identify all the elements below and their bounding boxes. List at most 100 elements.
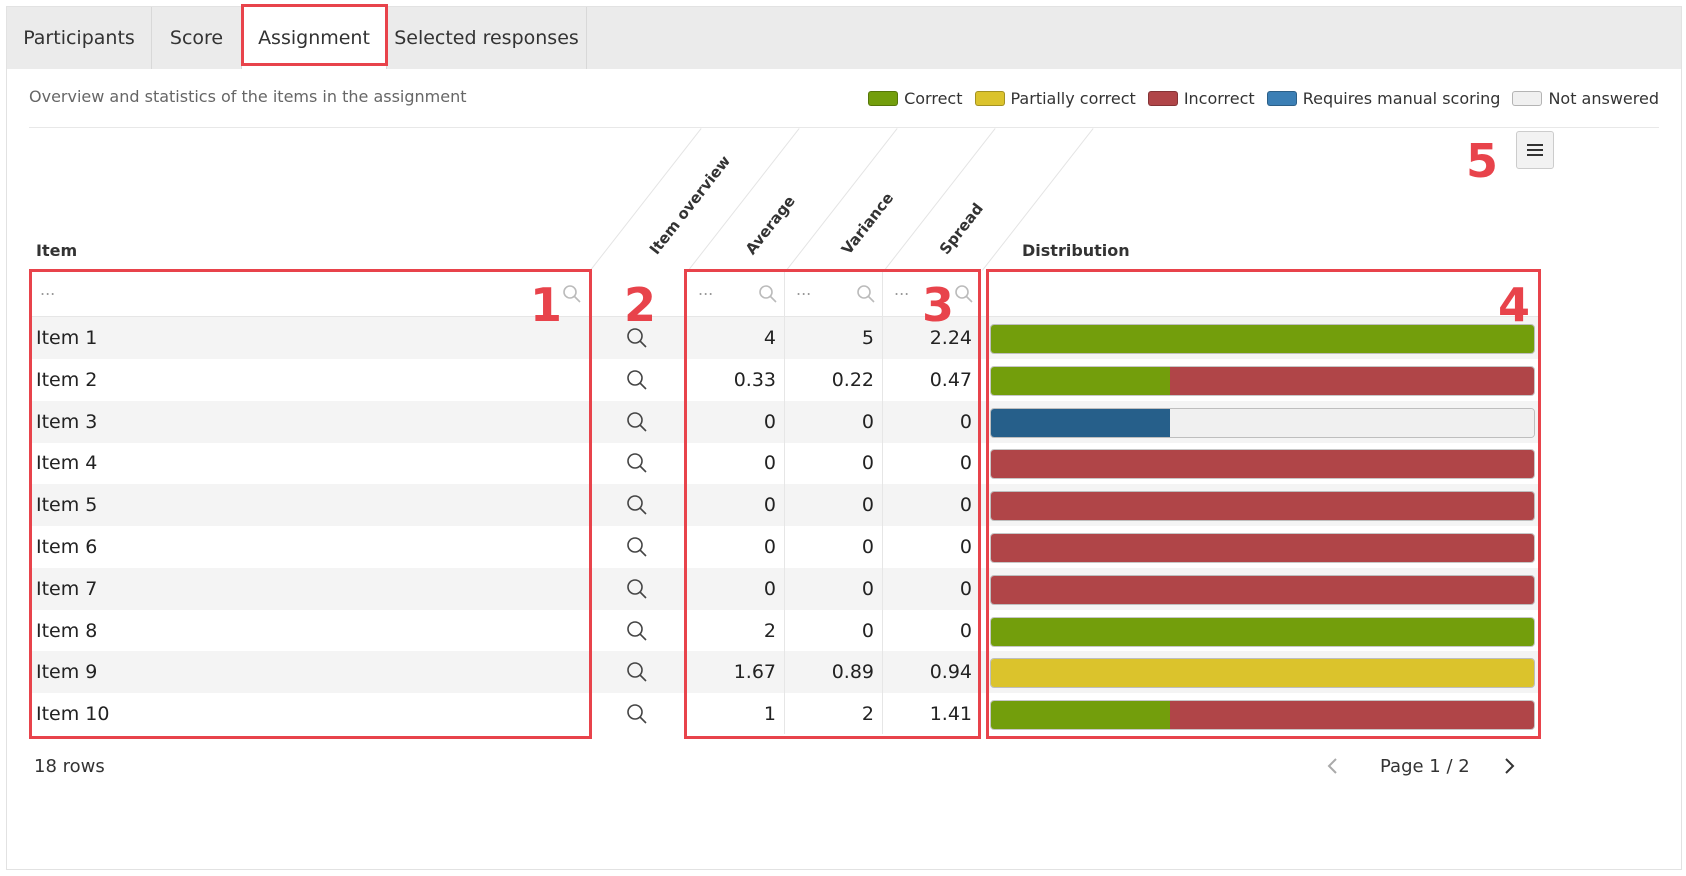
highlight-box-1 [29,269,592,739]
callout-5: 5 [1466,134,1499,188]
legend-label: Incorrect [1183,89,1255,108]
distribution-bar [990,658,1535,689]
legend-label: Not answered [1548,89,1659,108]
legend-item-partially-correct: Partially correct [974,89,1136,108]
menu-button[interactable] [1516,131,1554,169]
legend-label: Partially correct [1010,89,1136,108]
spread-value: 0 [959,577,972,600]
item-overview-icon[interactable] [626,536,652,558]
table-row: Item 10 1 2 1.41 [30,693,1540,735]
distribution-bar [990,616,1535,647]
item-overview-icon[interactable] [626,327,652,349]
row-count: 18 rows [34,756,105,777]
legend: Correct Partially correct Incorrect Requ… [856,89,1659,108]
average-filter-input[interactable]: ... [688,270,784,316]
item-overview-icon[interactable] [626,494,652,516]
tab-participants[interactable]: Participants [7,7,152,69]
column-header-item[interactable]: Item [36,241,78,260]
search-icon [759,285,777,303]
spread-value: 0.94 [929,661,972,684]
legend-item-incorrect: Incorrect [1147,89,1255,108]
average-value: 0 [763,494,776,517]
filter-placeholder: ... [40,280,56,299]
distribution-segment [991,325,1534,353]
variance-filter-input[interactable]: ... [786,270,882,316]
distribution-segment [991,659,1534,688]
average-value: 0 [763,536,776,558]
distribution-segment [991,366,1171,395]
table-row: Item 3 0 0 0 [30,400,1540,443]
spread-value: 0 [959,410,972,433]
table-row: Item 2 0.33 0.22 0.47 [30,359,1540,401]
spread-value: 0 [959,494,972,517]
distribution-bar [990,407,1535,438]
variance-value: 5 [861,327,874,349]
filter-placeholder: ... [796,280,812,299]
distribution-segment [1170,408,1534,437]
tab-selected-responses[interactable]: Selected responses [387,7,587,69]
next-page-button[interactable] [1502,756,1516,781]
distribution-segment [1170,366,1534,395]
spread-value: 1.41 [929,703,972,726]
column-separator [882,270,883,734]
distribution-segment [991,701,1171,730]
hamburger-icon [1527,144,1543,156]
item-name: Item 1 [36,327,98,349]
distribution-segment [991,617,1534,646]
callout-2: 2 [624,278,657,332]
legend-swatch [1266,91,1297,106]
variance-value: 0 [861,536,874,558]
column-header-distribution[interactable]: Distribution [1022,241,1130,260]
tab-assignment[interactable]: Assignment [242,7,387,69]
item-overview-icon[interactable] [626,369,652,391]
distribution-bar [990,449,1535,480]
variance-value: 0 [861,410,874,433]
filter-placeholder: ... [894,280,910,299]
table-row: Item 4 0 0 0 [30,442,1540,484]
distribution-bar [990,365,1535,396]
highlight-box-3 [684,269,981,739]
average-value: 0 [763,410,776,433]
spread-value: 0 [959,452,972,475]
table-row: Item 5 0 0 0 [30,484,1540,527]
average-value: 0.33 [733,368,776,391]
callout-1: 1 [530,278,563,332]
variance-value: 0 [861,494,874,517]
spread-value: 0 [959,619,972,642]
distribution-bar [990,324,1535,354]
legend-item-not-answered: Not answered [1512,89,1659,108]
table-row: Item 9 1.67 0.89 0.94 [30,651,1540,694]
prev-page-button[interactable] [1326,756,1340,781]
average-value: 1.67 [733,661,776,684]
legend-swatch [1147,91,1178,106]
item-overview-icon[interactable] [626,411,652,433]
item-name: Item 5 [36,494,98,517]
average-value: 4 [763,327,776,349]
item-overview-icon[interactable] [626,452,652,474]
average-value: 0 [763,577,776,600]
distribution-bar [990,533,1535,563]
distribution-bar [990,700,1535,731]
item-overview-icon[interactable] [626,703,652,725]
legend-item-manual-scoring: Requires manual scoring [1266,89,1500,108]
search-icon [563,285,581,303]
item-overview-icon[interactable] [626,578,652,600]
legend-swatch [1512,91,1543,106]
item-name: Item 8 [36,619,98,642]
spread-filter-input[interactable]: ... [884,270,980,316]
item-overview-icon[interactable] [626,620,652,642]
callout-4: 4 [1498,278,1531,332]
item-overview-icon[interactable] [626,661,652,683]
item-filter-input[interactable]: ... [30,270,588,316]
variance-value: 0.89 [831,661,874,684]
average-value: 0 [763,452,776,475]
legend-swatch [974,91,1005,106]
distribution-bar [990,491,1535,522]
distribution-segment [1170,701,1534,730]
tab-score[interactable]: Score [152,7,242,69]
distribution-segment [991,492,1534,521]
variance-value: 0 [861,452,874,475]
spread-value: 0 [959,536,972,558]
average-value: 1 [763,703,776,726]
search-icon [955,285,973,303]
